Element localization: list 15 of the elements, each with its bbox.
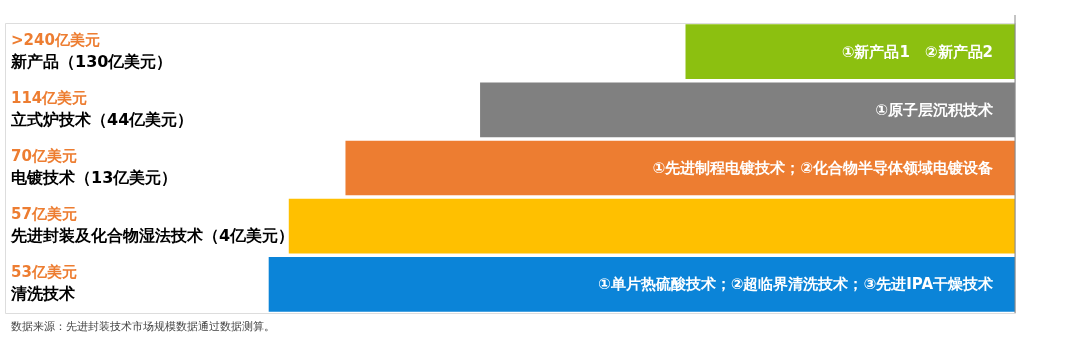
data-label: 53亿美元 bbox=[11, 263, 77, 282]
text: ①先进制程电镀技术；②化合物半导体领域电镀设备 bbox=[652, 159, 993, 177]
category-label: 先进封装及化合物湿法技术（4亿美元） bbox=[10, 226, 295, 246]
data-label: >240亿美元 bbox=[11, 30, 100, 49]
text: ①原子层沉积技术 bbox=[875, 100, 993, 119]
data-label: 70亿美元 bbox=[11, 147, 77, 165]
data-label: 57亿美元 bbox=[11, 205, 77, 224]
category-label: 清洗技术 bbox=[10, 284, 75, 304]
category-label: 电镀技术（13亿美元） bbox=[11, 168, 178, 187]
category-label: 立式炉技术（44亿美元） bbox=[10, 109, 194, 129]
source-note: 数据来源：先进封装技术市场规模数据通过数据测算。 bbox=[11, 320, 275, 333]
data-label: 114亿美元 bbox=[11, 88, 88, 107]
text: ①单片热硫酸技术；②超临界清洗技术；③先进IPA干燥技术 bbox=[598, 275, 993, 294]
category-label: 新产品（130亿美元） bbox=[10, 51, 173, 71]
text: ①新产品1 ②新产品2 bbox=[841, 42, 993, 61]
